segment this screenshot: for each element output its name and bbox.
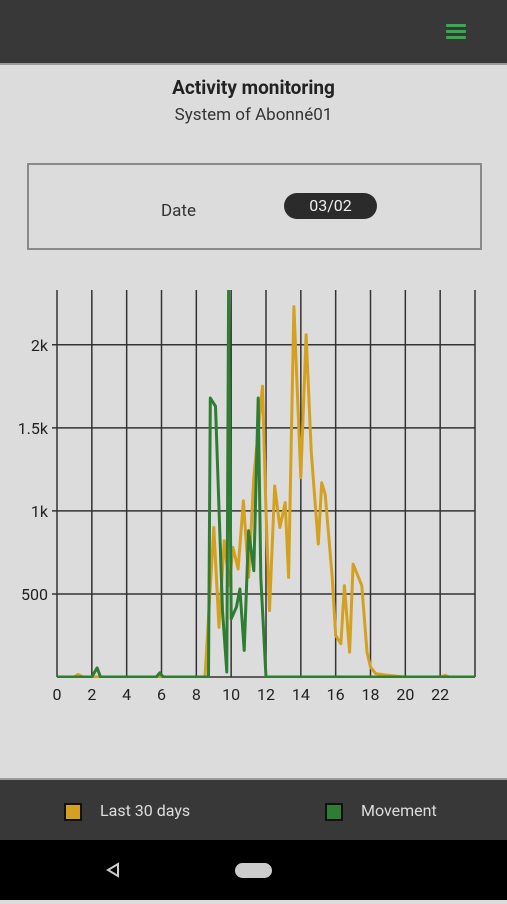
legend-swatch (64, 803, 82, 821)
page-title: Activity monitoring (172, 76, 335, 99)
chart: 0 2 4 6 8 10 12 14 16 18 20 22 500 1k 1.5k 2k (18, 290, 476, 704)
legend: Last 30 days Movement (0, 778, 507, 840)
x-tick-label: 22 (431, 685, 449, 704)
x-tick-label: 10 (222, 685, 240, 704)
nav-icons (106, 862, 272, 878)
x-tick-label: 20 (396, 685, 414, 704)
x-tick-label: 14 (292, 685, 310, 704)
x-tick-label: 6 (157, 685, 166, 704)
series-line (57, 290, 475, 678)
x-tick-label: 4 (122, 685, 131, 704)
back-button[interactable] (106, 862, 119, 878)
y-tick-label: 1k (31, 502, 49, 521)
x-tick-label: 18 (362, 685, 380, 704)
top-bar (0, 0, 507, 65)
x-tick-label: 12 (257, 685, 275, 704)
x-tick-label: 0 (53, 685, 62, 704)
y-tick-label: 1.5k (18, 419, 49, 438)
home-button[interactable] (235, 863, 272, 878)
legend-label: Last 30 days (100, 801, 191, 820)
y-tick-label: 500 (21, 585, 48, 604)
x-tick-label: 16 (327, 685, 345, 704)
x-tick-label: 8 (192, 685, 201, 704)
menu-button[interactable] (446, 24, 466, 40)
date-picker[interactable]: 03/02 (284, 193, 377, 219)
legend-swatch (325, 803, 343, 821)
y-tick-label: 2k (31, 336, 49, 355)
legend-label: Movement (361, 801, 437, 820)
x-tick-label: 2 (87, 685, 96, 704)
navigation-bar (0, 840, 507, 900)
page-subtitle: System of Abonné01 (174, 105, 333, 125)
date-box: Date 03/02 (27, 163, 482, 250)
date-label: Date (161, 201, 196, 221)
